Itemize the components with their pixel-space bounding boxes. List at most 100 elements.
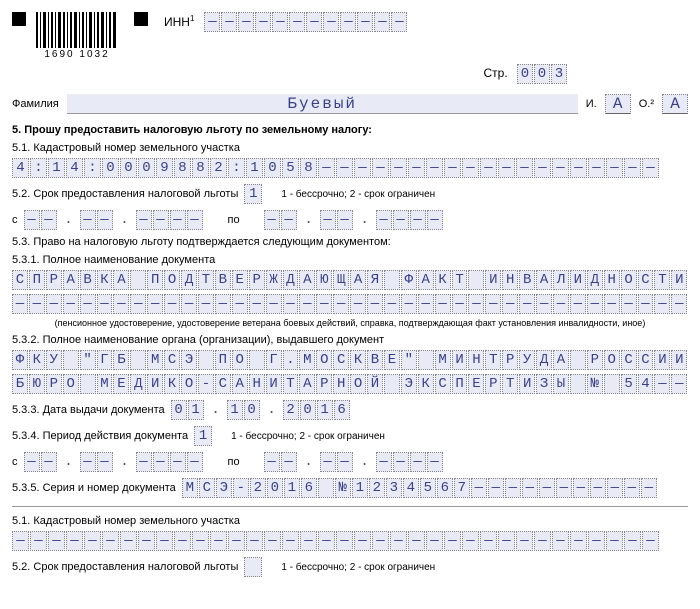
cell[interactable]: П xyxy=(452,374,468,394)
cell[interactable]: — xyxy=(350,294,366,314)
cell[interactable]: — xyxy=(480,158,497,178)
cell[interactable]: — xyxy=(84,531,101,551)
from-dd[interactable]: —— xyxy=(24,210,58,230)
cell[interactable]: — xyxy=(29,294,45,314)
cell[interactable]: Н xyxy=(502,270,518,290)
cell[interactable]: 0 xyxy=(534,64,550,84)
cell[interactable]: 5 xyxy=(282,158,299,178)
cell[interactable]: 8 xyxy=(192,158,209,178)
cell[interactable]: — xyxy=(588,531,605,551)
s52-code[interactable]: 1 xyxy=(244,184,262,204)
cell[interactable]: 6 xyxy=(437,478,453,498)
to2-yyyy[interactable]: ———— xyxy=(376,452,444,472)
cell[interactable]: О xyxy=(350,374,366,394)
cell[interactable]: 2 xyxy=(283,400,299,420)
cell[interactable]: Н xyxy=(604,270,620,290)
cell[interactable]: — xyxy=(12,531,29,551)
cell[interactable]: : xyxy=(228,158,245,178)
cell[interactable]: — xyxy=(337,452,353,472)
cell[interactable]: Г xyxy=(97,350,113,370)
cell[interactable]: — xyxy=(485,294,501,314)
cell[interactable]: 1 xyxy=(317,400,333,420)
cell[interactable]: — xyxy=(249,294,265,314)
cell[interactable] xyxy=(384,374,400,394)
cell[interactable]: — xyxy=(426,158,443,178)
cell[interactable]: — xyxy=(621,294,637,314)
cell[interactable]: — xyxy=(376,210,392,230)
cell[interactable]: — xyxy=(333,294,349,314)
cell[interactable]: — xyxy=(502,294,518,314)
cell[interactable]: И xyxy=(519,374,535,394)
cell[interactable]: — xyxy=(401,294,417,314)
cell[interactable]: — xyxy=(130,294,146,314)
inn-cells[interactable]: ———————————— xyxy=(204,12,408,32)
cell[interactable]: — xyxy=(181,294,197,314)
cell[interactable]: — xyxy=(113,294,129,314)
cell[interactable]: — xyxy=(198,294,214,314)
cell[interactable]: О xyxy=(63,374,79,394)
cell[interactable]: С xyxy=(333,350,349,370)
cell[interactable] xyxy=(418,350,434,370)
cell[interactable]: — xyxy=(552,531,569,551)
cell[interactable]: О xyxy=(232,350,248,370)
cell[interactable]: — xyxy=(192,531,209,551)
cell[interactable]: — xyxy=(654,294,670,314)
surname-field[interactable]: Буевый xyxy=(67,94,578,114)
cell[interactable]: Ю xyxy=(29,374,45,394)
cell[interactable]: Е xyxy=(232,270,248,290)
cell[interactable]: Т xyxy=(452,270,468,290)
cell[interactable]: — xyxy=(66,531,83,551)
cell[interactable]: — xyxy=(272,12,288,32)
cell[interactable]: — xyxy=(255,12,271,32)
cell[interactable]: — xyxy=(624,531,641,551)
cell[interactable]: — xyxy=(46,294,62,314)
cell[interactable]: К xyxy=(97,270,113,290)
cell[interactable]: Р xyxy=(485,374,501,394)
cell[interactable]: Д xyxy=(536,350,552,370)
cell[interactable]: Й xyxy=(367,374,383,394)
cell[interactable]: 1 xyxy=(48,158,65,178)
cell[interactable]: А xyxy=(350,270,366,290)
cell[interactable]: Ф xyxy=(12,350,28,370)
cell[interactable]: — xyxy=(299,294,315,314)
cell[interactable]: — xyxy=(41,452,57,472)
cell[interactable]: 0 xyxy=(120,158,137,178)
cell[interactable]: — xyxy=(505,478,521,498)
cell[interactable]: Э xyxy=(181,350,197,370)
cell[interactable]: — xyxy=(289,12,305,32)
cell[interactable]: — xyxy=(97,294,113,314)
cell[interactable]: — xyxy=(534,531,551,551)
cell[interactable]: — xyxy=(138,531,155,551)
cell[interactable]: В xyxy=(367,350,383,370)
cell[interactable]: — xyxy=(266,294,282,314)
cell[interactable]: Е xyxy=(468,374,484,394)
cell[interactable]: Т xyxy=(502,374,518,394)
cell[interactable]: — xyxy=(671,374,687,394)
cell[interactable]: — xyxy=(384,294,400,314)
cell[interactable]: — xyxy=(624,478,640,498)
cell[interactable]: И xyxy=(485,270,501,290)
cell[interactable]: П xyxy=(215,350,231,370)
cell[interactable]: В xyxy=(215,270,231,290)
cell[interactable]: — xyxy=(552,158,569,178)
cell[interactable]: — xyxy=(427,452,443,472)
cell[interactable]: — xyxy=(372,158,389,178)
to2-dd[interactable]: —— xyxy=(264,452,298,472)
s531-line1[interactable]: СПРАВКА ПОДТВЕРЖДАЮЩАЯ ФАКТ ИНВАЛИДНОСТИ xyxy=(12,270,688,290)
cell[interactable]: — xyxy=(638,294,654,314)
cell[interactable]: 1 xyxy=(188,400,204,420)
s533-mm[interactable]: 10 xyxy=(227,400,261,420)
cell[interactable]: 0 xyxy=(244,400,260,420)
cell[interactable]: — xyxy=(320,452,336,472)
cell[interactable]: 0 xyxy=(517,64,533,84)
cell[interactable]: 1 xyxy=(246,158,263,178)
from2-dd[interactable]: —— xyxy=(24,452,58,472)
to-mm[interactable]: —— xyxy=(320,210,354,230)
cell[interactable]: У xyxy=(46,350,62,370)
cell[interactable]: — xyxy=(573,478,589,498)
cell[interactable]: В xyxy=(519,270,535,290)
cell[interactable]: — xyxy=(522,478,538,498)
cell[interactable]: И xyxy=(654,350,670,370)
cell[interactable] xyxy=(130,350,146,370)
cell[interactable]: Н xyxy=(333,374,349,394)
